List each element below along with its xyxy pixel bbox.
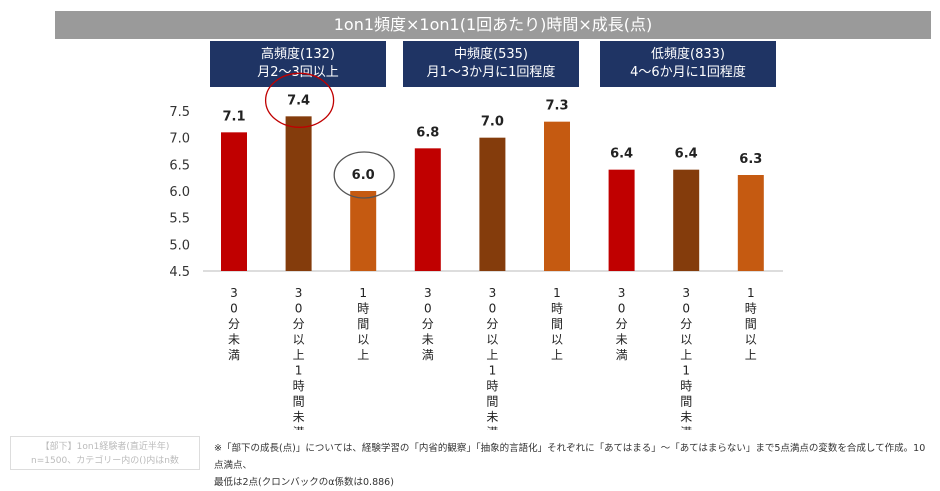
x-tick-label: 30分以上1時間未満 xyxy=(486,286,498,430)
y-tick-label: 5.0 xyxy=(169,238,190,253)
bar xyxy=(673,169,700,271)
data-label: 6.4 xyxy=(610,147,633,162)
x-tick-label: 30分以上1時間未満 xyxy=(293,286,305,430)
bar xyxy=(285,116,312,271)
bar xyxy=(608,169,635,271)
data-label: 6.0 xyxy=(352,168,375,183)
group-header-high: 高頻度(132) 月2～3回以上 xyxy=(210,41,386,87)
note-line: 【部下】1on1経験者(直近半年) xyxy=(40,442,170,452)
data-label: 6.8 xyxy=(416,125,439,140)
group-sublabel: 月1～3か月に1回程度 xyxy=(426,65,556,80)
x-tick-label: 3 0 分未満 xyxy=(616,286,628,362)
sample-note: 【部下】1on1経験者(直近半年) n=1500、カテゴリー内の()内はn数 xyxy=(10,436,200,470)
data-label: 7.0 xyxy=(481,115,504,130)
x-tick-label: 1 時間以上 xyxy=(551,286,563,362)
highlight-circle xyxy=(264,72,335,128)
group-label: 低頻度(833) xyxy=(651,47,725,62)
y-tick-label: 6.5 xyxy=(169,158,190,173)
data-label: 6.4 xyxy=(675,147,698,162)
bar-chart: 4.5 5.0 5.5 6.0 6.5 7.0 7.5 7.1 3 0 分未満 7.4 3 0 分以上 1 時間… xyxy=(169,72,783,430)
note-line: n=1500、カテゴリー内の()内はn数 xyxy=(31,456,179,466)
bar xyxy=(350,191,377,271)
group-sublabel: 月2～3回以上 xyxy=(257,65,339,80)
group-label: 中頻度(535) xyxy=(454,47,528,62)
group-header-low: 低頻度(833) 4～6か月に1回程度 xyxy=(600,41,776,87)
data-label: 7.1 xyxy=(222,109,245,124)
x-tick-label: 1 時間以上 xyxy=(745,286,757,362)
y-tick-label: 7.5 xyxy=(169,105,190,120)
footnote: ※「部下の成長(点)」については、経験学習の「内省的観察」「抽象的言語化」それぞ… xyxy=(214,440,934,491)
group-label: 高頻度(132) xyxy=(261,47,335,62)
y-tick-label: 6.0 xyxy=(169,185,190,200)
y-tick-label: 5.5 xyxy=(169,212,190,227)
data-label: 7.3 xyxy=(545,99,568,114)
chart-title: 1on1頻度×1on1(1回あたり)時間×成長(点) xyxy=(55,11,931,39)
group-header-mid: 中頻度(535) 月1～3か月に1回程度 xyxy=(403,41,579,87)
data-label: 6.3 xyxy=(739,152,762,167)
bar xyxy=(414,148,441,271)
bar xyxy=(221,132,247,271)
highlight-circle xyxy=(333,151,395,199)
bar xyxy=(479,137,506,271)
data-label: 7.4 xyxy=(287,93,310,108)
x-tick-label: 30分以上1時間未満 xyxy=(680,286,692,430)
bar xyxy=(737,175,764,271)
y-tick-label: 4.5 xyxy=(169,265,190,280)
group-sublabel: 4～6か月に1回程度 xyxy=(630,65,746,80)
y-tick-label: 7.0 xyxy=(169,132,190,147)
footnote-line: ※「部下の成長(点)」については、経験学習の「内省的観察」「抽象的言語化」それぞ… xyxy=(214,443,926,471)
bar xyxy=(544,121,570,272)
x-tick-label: 3 0 分未満 xyxy=(422,286,434,362)
footnote-line: 最低は2点(クロンバックのα係数は0.886) xyxy=(214,477,394,488)
x-tick-label: 1 時間以上 xyxy=(357,286,369,362)
x-tick-label: 3 0 分未満 xyxy=(228,286,240,362)
